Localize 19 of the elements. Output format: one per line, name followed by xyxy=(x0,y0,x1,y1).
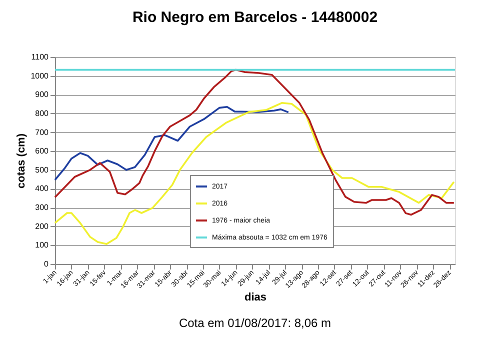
y-tick-label: 300 xyxy=(35,203,50,212)
y-tick-label: 900 xyxy=(35,90,50,100)
text: Cota em 01/08/2017: 8,06 m xyxy=(178,316,332,330)
y-axis-title: cotas (cm) xyxy=(16,133,28,189)
y-tick-label: 1100 xyxy=(31,52,50,62)
y-tick-label: 700 xyxy=(35,128,50,137)
y-tick-label: 200 xyxy=(35,222,50,231)
line-series xyxy=(54,106,290,181)
line-series xyxy=(54,68,455,216)
y-tick-label: 600 xyxy=(35,146,50,156)
line-series xyxy=(54,102,455,245)
chart-title: Rio Negro em Barcelos - 14480002 xyxy=(132,9,378,26)
y-tick-label: 100 xyxy=(35,240,50,250)
x-axis-title: dias xyxy=(244,291,267,304)
y-tick-label: 0 xyxy=(44,260,50,268)
y-tick-label: 800 xyxy=(35,108,50,118)
y-tick-label: 400 xyxy=(35,184,50,194)
y-tick-label: 500 xyxy=(35,165,50,174)
y-tick-label: 1000 xyxy=(30,71,50,80)
